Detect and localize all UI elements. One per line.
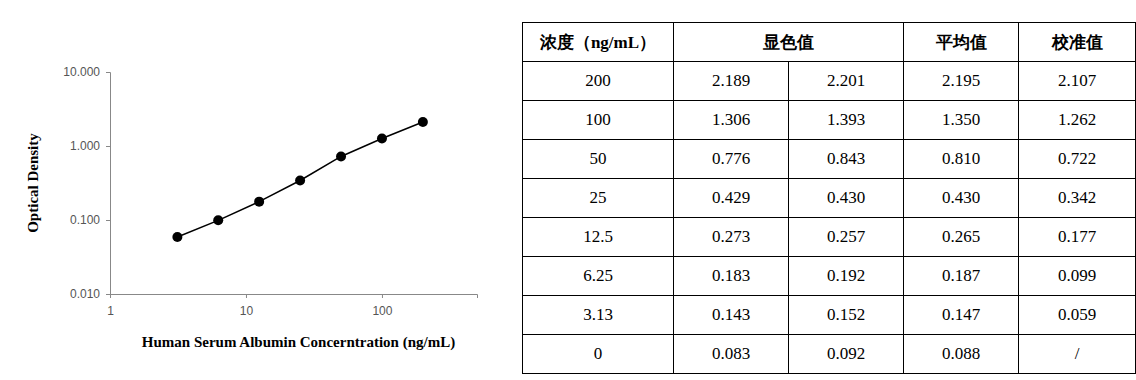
table-cell: 0.430	[904, 179, 1019, 218]
data-point	[213, 215, 223, 225]
table-row: 00.0830.0920.088/	[523, 335, 1136, 374]
x-tick: 10	[240, 294, 254, 318]
table-cell: 0.099	[1019, 257, 1136, 296]
table-cell: 2.189	[674, 62, 789, 101]
table-row: 3.130.1430.1520.1470.059	[523, 296, 1136, 335]
header-cell: 浓度（ng/mL）	[523, 23, 674, 62]
data-point	[336, 151, 346, 161]
table-cell: 100	[523, 101, 674, 140]
x-axis-title: Human Serum Albumin Concerntration (ng/m…	[142, 334, 455, 351]
data-point	[418, 117, 428, 127]
table-cell: 0.430	[789, 179, 904, 218]
x-tick-label: 1	[107, 304, 114, 318]
table-cell: 6.25	[523, 257, 674, 296]
x-tick-label: 100	[372, 304, 392, 318]
y-tick: 0.100	[70, 213, 110, 227]
table-row: 250.4290.4300.4300.342	[523, 179, 1136, 218]
table-cell: 0.265	[904, 218, 1019, 257]
table-cell: 0.843	[789, 140, 904, 179]
y-axis-line	[106, 73, 111, 295]
table-cell: 2.195	[904, 62, 1019, 101]
table-cell: 0.722	[1019, 140, 1136, 179]
data-point	[377, 134, 387, 144]
y-axis: 0.010 0.100 1.000 10.000	[63, 65, 110, 301]
data-point	[295, 175, 305, 185]
y-tick-label: 0.010	[70, 287, 100, 301]
x-tick-mark	[382, 294, 383, 298]
y-tick-label: 1.000	[70, 139, 100, 153]
table-cell: 1.350	[904, 101, 1019, 140]
table-row: 12.50.2730.2570.2650.177	[523, 218, 1136, 257]
x-tick-label: 10	[240, 304, 254, 318]
table-cell: 200	[523, 62, 674, 101]
table-cell: 3.13	[523, 296, 674, 335]
table-row: 6.250.1830.1920.1870.099	[523, 257, 1136, 296]
table-cell: 0.143	[674, 296, 789, 335]
table-cell: 0.183	[674, 257, 789, 296]
table-cell: 0.083	[674, 335, 789, 374]
table-cell: 0.059	[1019, 296, 1136, 335]
y-tick-mark	[106, 294, 110, 295]
table-cell: 0.776	[674, 140, 789, 179]
table-row: 500.7760.8430.8100.722	[523, 140, 1136, 179]
x-tick-mark	[246, 294, 247, 298]
data-line	[177, 122, 423, 237]
x-axis: 1 10 100	[107, 294, 477, 318]
y-tick-mark	[106, 220, 110, 221]
table-cell: 0.810	[904, 140, 1019, 179]
plot-area	[172, 117, 428, 242]
table-cell: 0.192	[789, 257, 904, 296]
header-cell: 平均值	[904, 23, 1019, 62]
table-cell: 50	[523, 140, 674, 179]
data-table: 浓度（ng/mL）显色值平均值校准值2002.1892.2012.1952.10…	[522, 22, 1136, 374]
y-tick: 0.010	[70, 287, 110, 301]
table-cell: 1.306	[674, 101, 789, 140]
x-axis-line	[111, 295, 478, 299]
chart: 1 10 100 0.010 0.100 1.000 10.000 Human Serum A…	[0, 0, 500, 380]
table-cell: 0.429	[674, 179, 789, 218]
table-cell: 1.262	[1019, 101, 1136, 140]
table-cell: 2.107	[1019, 62, 1136, 101]
y-axis-title: Optical Density	[25, 133, 41, 233]
header-cell: 显色值	[674, 23, 904, 62]
data-point	[172, 232, 182, 242]
y-tick: 1.000	[70, 139, 110, 153]
table-cell: 25	[523, 179, 674, 218]
table-cell: 0.257	[789, 218, 904, 257]
x-tick: 100	[372, 294, 392, 318]
table-cell: 1.393	[789, 101, 904, 140]
table-row: 2002.1892.2012.1952.107	[523, 62, 1136, 101]
table-cell: 0.092	[789, 335, 904, 374]
data-point	[254, 197, 264, 207]
table-cell: 12.5	[523, 218, 674, 257]
y-tick: 10.000	[63, 65, 110, 79]
y-tick-label: 0.100	[70, 213, 100, 227]
header-row: 浓度（ng/mL）显色值平均值校准值	[523, 23, 1136, 62]
y-tick-label: 10.000	[63, 65, 100, 79]
table-cell: 0.177	[1019, 218, 1136, 257]
table-cell: 0.152	[789, 296, 904, 335]
table-cell: 0.342	[1019, 179, 1136, 218]
x-tick: 1	[107, 294, 114, 318]
y-tick-mark	[106, 72, 110, 73]
y-tick-mark	[106, 146, 110, 147]
table-cell: 0	[523, 335, 674, 374]
header-cell: 校准值	[1019, 23, 1136, 62]
table-cell: 0.273	[674, 218, 789, 257]
table-cell: 0.147	[904, 296, 1019, 335]
table-cell: 0.088	[904, 335, 1019, 374]
table-cell: 0.187	[904, 257, 1019, 296]
table-cell: 2.201	[789, 62, 904, 101]
table-row: 1001.3061.3931.3501.262	[523, 101, 1136, 140]
table-cell: /	[1019, 335, 1136, 374]
